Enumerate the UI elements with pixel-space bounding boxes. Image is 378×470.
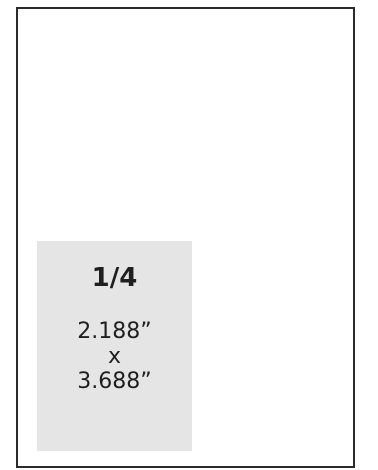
ad-width: 2.188”: [77, 319, 152, 344]
dimension-separator: x: [107, 344, 122, 369]
ad-height: 3.688”: [77, 369, 152, 394]
ad-size-label: 1/4: [91, 263, 138, 293]
quarter-page-ad-block: 1/4 2.188” x 3.688”: [37, 241, 192, 451]
